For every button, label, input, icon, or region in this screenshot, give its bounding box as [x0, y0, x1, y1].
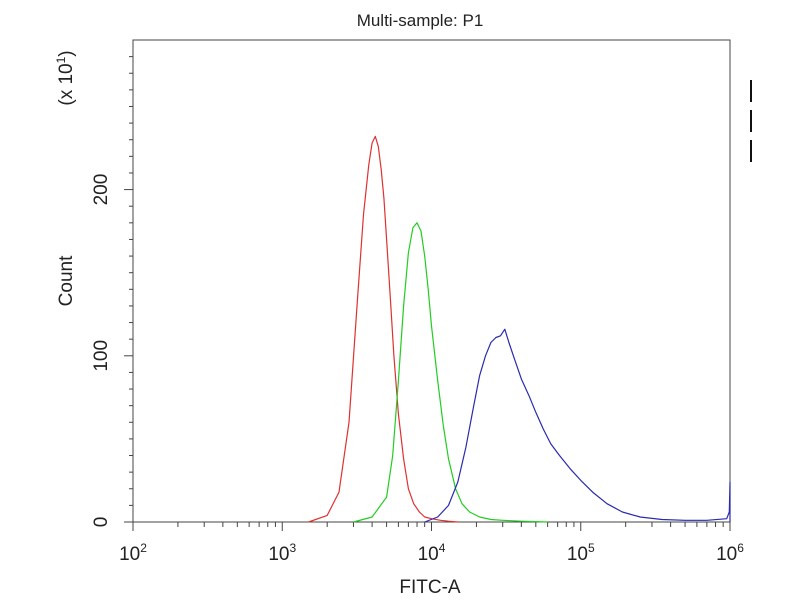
x-tick-exponent: 2	[140, 541, 147, 555]
series-3	[424, 328, 731, 523]
x-tick-exponent: 5	[588, 541, 595, 555]
y-multiplier-exponent: 1	[54, 56, 68, 63]
x-tick-label: 103	[268, 541, 296, 565]
x-tick-exponent: 3	[289, 541, 296, 555]
series-1	[308, 135, 458, 523]
y-multiplier-prefix: (x 10	[56, 63, 77, 105]
x-tick-label: 105	[567, 541, 595, 565]
y-axis-multiplier: (x 101)	[54, 50, 77, 105]
x-tick-base: 10	[268, 544, 289, 565]
series-line	[308, 135, 458, 523]
plot-frame	[132, 39, 731, 523]
x-tick-base: 10	[119, 544, 140, 565]
series-layer	[308, 135, 731, 523]
series-line	[424, 328, 731, 523]
x-tick-exponent: 4	[439, 541, 446, 555]
y-axis-label: Count	[56, 255, 77, 306]
x-tick-label: 102	[119, 541, 147, 565]
x-tick-base: 10	[716, 544, 737, 565]
y-tick-label: 0	[91, 517, 112, 528]
x-axis-label: FITC-A	[399, 577, 461, 598]
x-tick-base: 10	[418, 544, 439, 565]
x-tick-label: 104	[418, 541, 446, 565]
series-line	[353, 222, 548, 523]
chart-title: Multi-sample: P1	[357, 11, 484, 30]
x-tick-label: 106	[716, 541, 744, 565]
y-tick-label: 200	[91, 174, 112, 206]
x-tick-exponent: 6	[737, 541, 744, 555]
y-tick-label: 100	[91, 340, 112, 372]
x-tick-base: 10	[567, 544, 588, 565]
y-multiplier-suffix: )	[56, 50, 77, 56]
series-2	[353, 222, 548, 523]
